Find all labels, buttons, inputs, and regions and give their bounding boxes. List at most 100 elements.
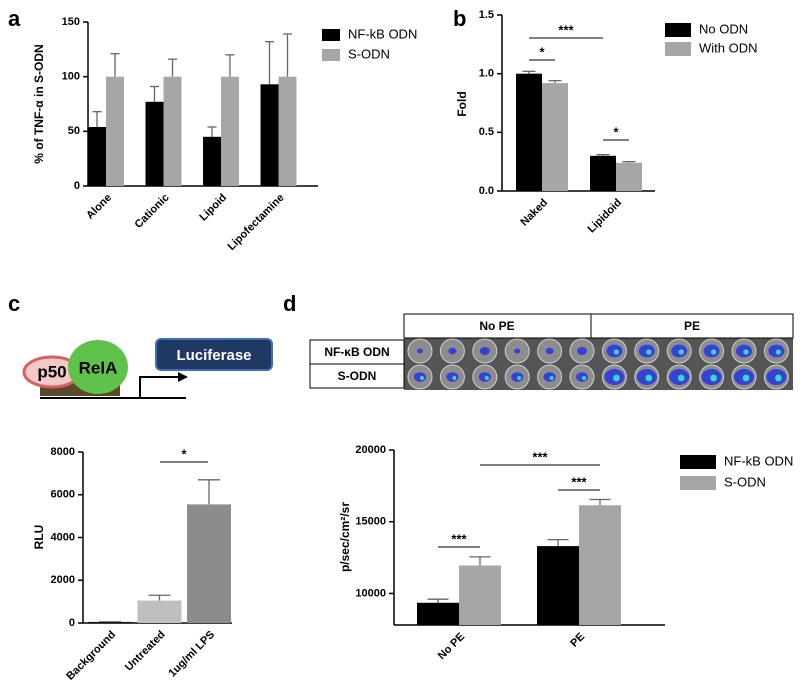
protein-label: p50 [37, 362, 66, 381]
x-tick-label: Background [64, 629, 118, 683]
legend-swatch [322, 29, 340, 41]
legend-label: NF-kB ODN [348, 26, 417, 41]
legend-swatch [680, 455, 716, 469]
plate-row-header [309, 363, 405, 389]
x-tick-label: Cationic [132, 192, 171, 231]
well-hotspot [710, 374, 717, 382]
well-hotspot [420, 376, 424, 380]
well-signal [448, 347, 457, 355]
y-tick-label: 100 [62, 71, 80, 83]
y-axis-label: RLU [32, 525, 46, 550]
well-signal [446, 372, 459, 382]
y-tick-label: 2000 [51, 574, 75, 586]
bar [163, 76, 182, 186]
significance-label: *** [558, 22, 574, 37]
x-tick-label: Alone [84, 192, 114, 222]
well-hotspot [742, 374, 750, 382]
bar [88, 621, 132, 623]
y-tick-label: 4000 [51, 531, 75, 543]
significance-label: * [613, 124, 619, 139]
legend-label: With ODN [699, 40, 758, 55]
well-hotspot [710, 349, 717, 355]
bar [417, 602, 459, 625]
well-hotspot [517, 376, 522, 380]
plate-row-header [309, 339, 405, 365]
bar [260, 84, 279, 186]
bar [187, 504, 231, 623]
well-signal [576, 372, 588, 382]
legend-swatch [665, 23, 691, 37]
plate-header [590, 313, 794, 339]
x-tick-label: Untreated [123, 629, 168, 674]
y-tick-label: 50 [68, 125, 80, 137]
y-axis-label: % of TNF-α in S-ODN [32, 44, 46, 163]
y-tick-label: 0.5 [479, 126, 494, 138]
panel-label: d [283, 291, 296, 316]
y-tick-label: 15000 [355, 516, 386, 528]
y-tick-label: 1.0 [479, 68, 494, 80]
well-hotspot [775, 349, 782, 355]
well-signal [514, 348, 521, 354]
y-tick-label: 0 [74, 180, 80, 192]
reporter-label: Luciferase [176, 347, 251, 364]
legend-label: NF-kB ODN [724, 453, 793, 468]
bar [616, 162, 642, 191]
well-signal [543, 372, 556, 382]
well-signal [545, 347, 554, 355]
protein-label: RelA [79, 358, 118, 377]
y-tick-label: 1.5 [479, 9, 494, 21]
bar [203, 136, 221, 186]
y-tick-label: 0 [69, 617, 75, 629]
legend-label: No ODN [699, 21, 748, 36]
well-hotspot [613, 349, 620, 355]
well-hotspot [645, 374, 653, 382]
significance-label: *** [451, 531, 467, 546]
rela-shape [68, 340, 128, 394]
legend-label: S-ODN [348, 46, 390, 61]
bar [106, 76, 124, 186]
x-tick-label: 1ug/ml LPS [166, 629, 217, 680]
well-hotspot [613, 374, 620, 382]
significance-label: *** [532, 449, 548, 464]
y-axis-label: Fold [455, 91, 469, 116]
significance-label: * [539, 44, 545, 59]
bar [459, 565, 501, 625]
panel-label: a [8, 6, 21, 31]
well-signal [417, 348, 423, 354]
well-hotspot [549, 376, 554, 380]
well-hotspot [646, 349, 652, 355]
panel-label: b [453, 6, 466, 31]
plate-row-label: S-ODN [338, 369, 377, 383]
arrow-head [178, 372, 188, 382]
well-signal [577, 347, 587, 355]
tss-arrow [139, 376, 178, 397]
bar [221, 76, 239, 186]
bar [278, 76, 297, 186]
bar [590, 155, 616, 191]
x-tick-label: No PE [436, 631, 467, 662]
luciferase-box [155, 338, 273, 371]
x-tick-label: Lipofectamine [225, 192, 286, 253]
bar [579, 505, 621, 625]
x-tick-label: Lipoid [197, 192, 229, 224]
significance-label: *** [571, 474, 587, 489]
x-tick-label: Lipidoid [585, 197, 624, 236]
bar [542, 83, 568, 191]
well-hotspot [452, 376, 457, 380]
plate-row-label: NF-κB ODN [324, 345, 389, 359]
y-tick-label: 6000 [51, 489, 75, 501]
legend-label: S-ODN [724, 474, 766, 489]
y-tick-label: 20000 [355, 444, 386, 456]
bar [145, 101, 164, 186]
bar [516, 73, 542, 191]
x-tick-label: PE [568, 631, 587, 650]
well-hotspot [677, 374, 685, 382]
y-tick-label: 150 [62, 16, 80, 28]
well-hotspot [678, 349, 684, 355]
plate-image [404, 338, 793, 390]
plate-background [404, 338, 793, 390]
plate-column-label: No PE [479, 319, 514, 333]
y-tick-label: 0.0 [479, 185, 494, 197]
legend-swatch [665, 42, 691, 56]
